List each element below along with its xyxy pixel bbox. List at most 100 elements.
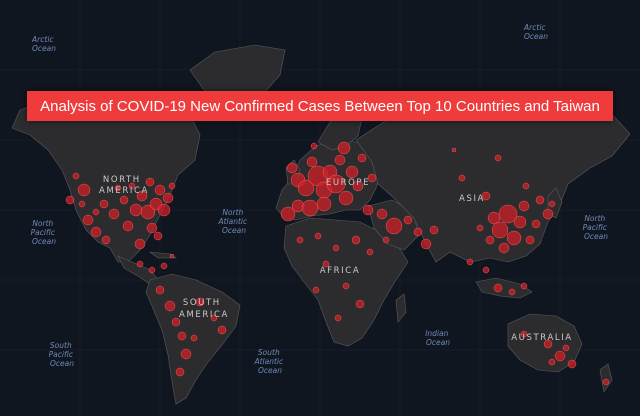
case-bubble[interactable]: [351, 235, 361, 245]
case-bubble[interactable]: [145, 177, 155, 187]
case-bubble[interactable]: [217, 325, 227, 335]
case-bubble[interactable]: [155, 285, 165, 295]
case-bubble[interactable]: [82, 214, 94, 226]
case-bubble[interactable]: [376, 208, 388, 220]
case-bubble[interactable]: [306, 156, 318, 168]
case-bubble[interactable]: [345, 165, 359, 179]
case-bubble[interactable]: [101, 235, 111, 245]
case-bubble[interactable]: [134, 238, 146, 250]
case-bubble[interactable]: [171, 317, 181, 327]
case-bubble[interactable]: [136, 190, 148, 202]
case-bubble[interactable]: [506, 230, 522, 246]
case-bubble[interactable]: [122, 220, 134, 232]
case-bubble[interactable]: [602, 378, 610, 386]
case-bubble[interactable]: [498, 242, 510, 254]
case-bubble[interactable]: [520, 330, 528, 338]
case-bubble[interactable]: [160, 262, 168, 270]
case-bubble[interactable]: [108, 208, 120, 220]
case-bubble[interactable]: [355, 299, 365, 309]
case-bubble[interactable]: [518, 200, 530, 212]
case-bubble[interactable]: [342, 282, 350, 290]
case-bubble[interactable]: [90, 226, 102, 238]
case-bubble[interactable]: [535, 195, 545, 205]
case-bubble[interactable]: [413, 227, 423, 237]
case-bubble[interactable]: [180, 348, 192, 360]
case-bubble[interactable]: [314, 232, 322, 240]
case-bubble[interactable]: [554, 350, 566, 362]
case-bubble[interactable]: [310, 142, 318, 150]
case-bubble[interactable]: [548, 200, 556, 208]
case-bubble[interactable]: [301, 199, 319, 217]
case-bubble[interactable]: [332, 244, 340, 252]
case-bubble[interactable]: [498, 204, 518, 224]
case-bubble[interactable]: [334, 314, 342, 322]
case-bubble[interactable]: [508, 288, 516, 296]
case-bubble[interactable]: [148, 266, 156, 274]
case-bubble[interactable]: [190, 334, 198, 342]
case-bubble[interactable]: [297, 179, 315, 197]
case-bubble[interactable]: [403, 215, 413, 225]
case-bubble[interactable]: [520, 282, 528, 290]
case-bubble[interactable]: [195, 297, 205, 307]
case-bubble[interactable]: [485, 235, 495, 245]
case-bubble[interactable]: [458, 174, 466, 182]
case-bubble[interactable]: [177, 331, 187, 341]
case-bubble[interactable]: [367, 173, 377, 183]
case-bubble[interactable]: [99, 199, 109, 209]
case-bubble[interactable]: [146, 222, 158, 234]
case-bubble[interactable]: [322, 260, 330, 268]
case-bubble[interactable]: [162, 192, 174, 204]
case-bubble[interactable]: [316, 196, 332, 212]
case-bubble[interactable]: [77, 183, 91, 197]
case-bubble[interactable]: [164, 300, 176, 312]
case-bubble[interactable]: [482, 266, 490, 274]
case-bubble[interactable]: [280, 206, 296, 222]
case-bubble[interactable]: [567, 359, 577, 369]
case-bubble[interactable]: [466, 258, 474, 266]
case-bubble[interactable]: [210, 314, 218, 322]
case-bubble[interactable]: [357, 153, 367, 163]
case-bubble[interactable]: [420, 238, 432, 250]
case-bubble[interactable]: [154, 184, 166, 196]
case-bubble[interactable]: [531, 219, 541, 229]
case-bubble[interactable]: [128, 182, 136, 190]
case-bubble[interactable]: [334, 154, 346, 166]
case-bubble[interactable]: [326, 174, 346, 194]
case-bubble[interactable]: [114, 184, 122, 192]
case-bubble[interactable]: [491, 221, 509, 239]
case-bubble[interactable]: [92, 208, 100, 216]
case-bubble[interactable]: [366, 248, 374, 256]
case-bubble[interactable]: [562, 344, 570, 352]
case-bubble[interactable]: [65, 195, 75, 205]
case-bubble[interactable]: [136, 260, 144, 268]
case-bubble[interactable]: [542, 208, 554, 220]
case-bubble[interactable]: [481, 191, 491, 201]
case-bubble[interactable]: [119, 195, 129, 205]
case-bubble[interactable]: [525, 235, 535, 245]
case-bubble[interactable]: [548, 358, 556, 366]
case-bubble[interactable]: [385, 217, 403, 235]
case-bubble[interactable]: [429, 225, 439, 235]
case-bubble[interactable]: [362, 204, 374, 216]
case-bubble[interactable]: [78, 200, 86, 208]
case-bubble[interactable]: [157, 203, 171, 217]
case-bubble[interactable]: [451, 147, 457, 153]
case-bubble[interactable]: [168, 182, 176, 190]
case-bubble[interactable]: [522, 182, 530, 190]
case-bubble[interactable]: [286, 162, 298, 174]
case-bubble[interactable]: [493, 283, 503, 293]
case-bubble[interactable]: [338, 190, 354, 206]
case-bubble[interactable]: [153, 231, 163, 241]
case-bubble[interactable]: [513, 215, 527, 229]
case-bubble[interactable]: [169, 253, 175, 259]
case-bubble[interactable]: [352, 180, 364, 192]
case-bubble[interactable]: [129, 203, 143, 217]
case-bubble[interactable]: [312, 286, 320, 294]
case-bubble[interactable]: [140, 204, 156, 220]
case-bubble[interactable]: [175, 367, 185, 377]
case-bubble[interactable]: [543, 339, 553, 349]
case-bubble[interactable]: [72, 172, 80, 180]
case-bubble[interactable]: [382, 236, 390, 244]
case-bubble[interactable]: [494, 154, 502, 162]
